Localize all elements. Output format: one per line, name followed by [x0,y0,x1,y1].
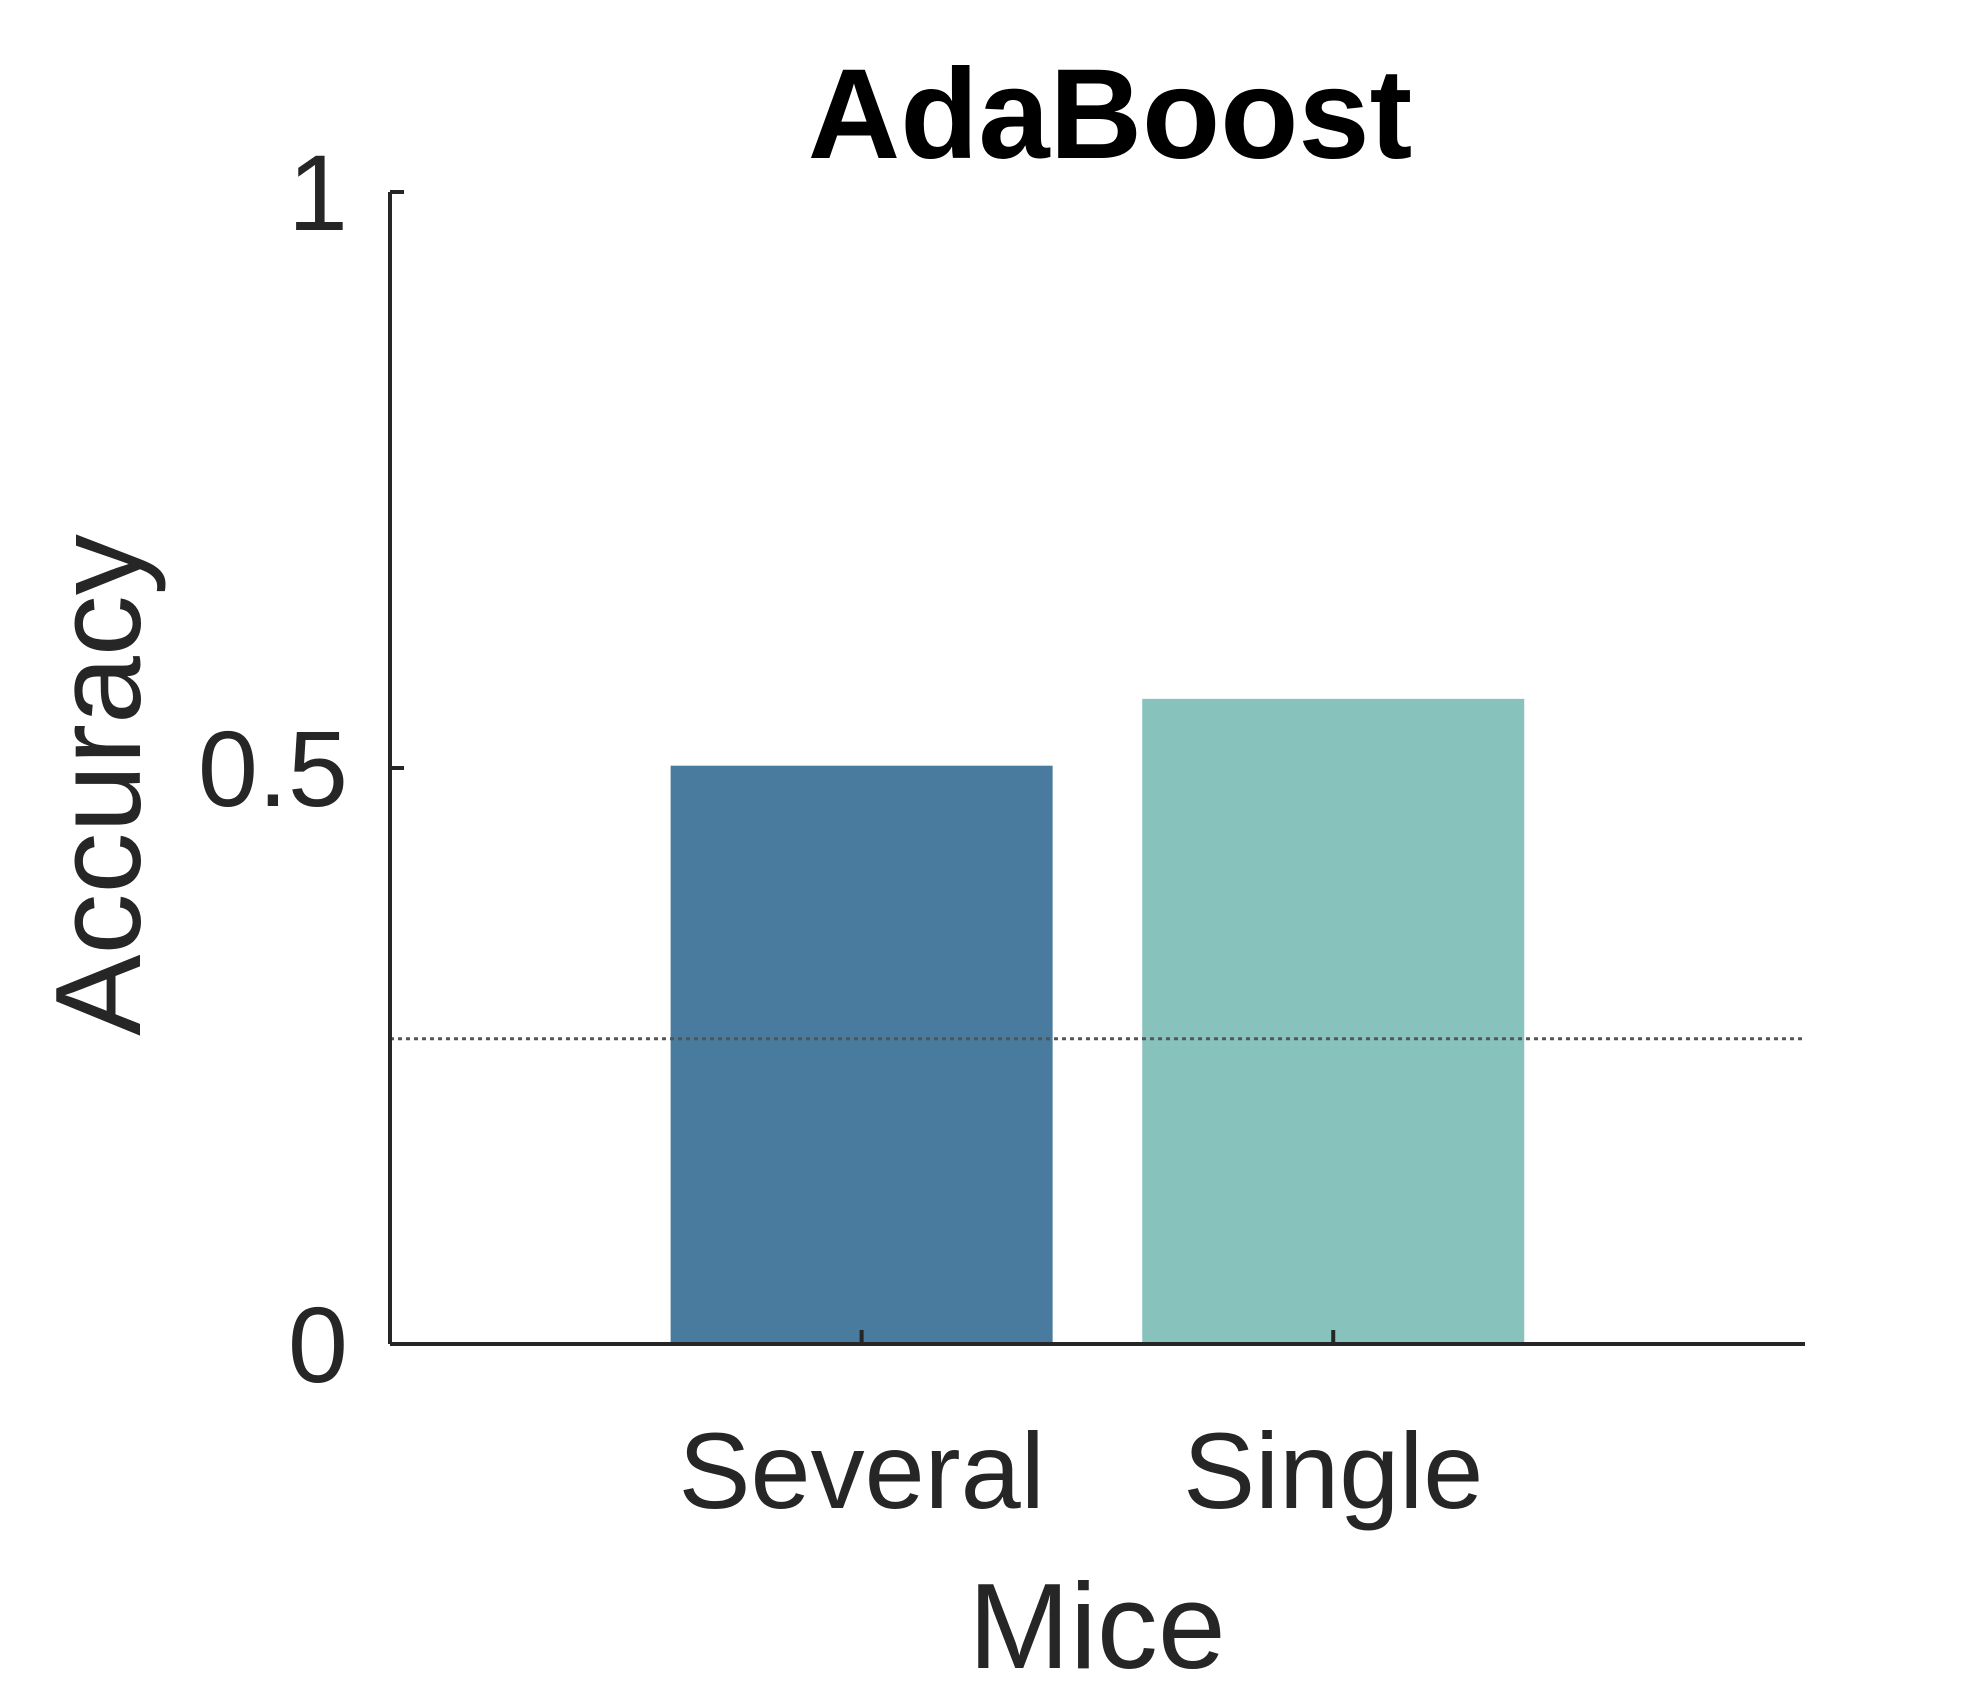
x-tick-label: Several [679,1410,1045,1531]
y-tick-label: 0 [288,1284,348,1405]
y-ticks-group: 00.51 [198,132,404,1405]
y-tick-label: 0.5 [198,708,348,829]
axes-group [388,192,1805,1346]
y-axis-label: Accuracy [30,534,166,1036]
bars-group [670,698,1525,1344]
bar-single [1142,698,1525,1344]
bar-several [670,765,1053,1344]
x-axis-label: Mice [968,1558,1226,1694]
x-tick-label: Single [1183,1410,1483,1531]
x-ticks-group: Several Single [679,1330,1483,1531]
y-tick-label: 1 [288,132,348,253]
chart-title: AdaBoost [808,43,1412,186]
